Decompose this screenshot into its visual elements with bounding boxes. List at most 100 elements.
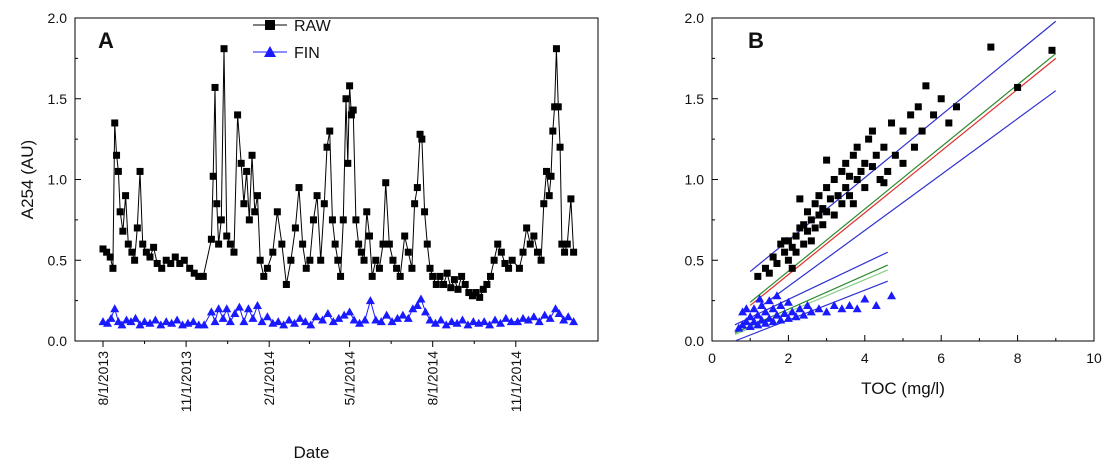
fin-point <box>131 313 141 322</box>
fin-point <box>563 312 573 321</box>
raw-point <box>547 172 555 180</box>
panel-a-plot-frame <box>74 17 599 342</box>
panel-b-x-tick-label: 8 <box>1014 350 1022 366</box>
raw-point <box>213 200 221 208</box>
panel-b-x-tick-label: 10 <box>1086 350 1102 366</box>
fin-point <box>199 320 209 329</box>
raw-point <box>472 289 480 297</box>
raw-point <box>570 248 578 256</box>
raw-point <box>561 248 569 256</box>
raw-point <box>287 256 295 264</box>
raw-scatter-point <box>804 227 811 235</box>
raw-scatter-point <box>769 253 777 261</box>
raw-scatter-point <box>765 269 773 277</box>
raw-point <box>150 243 158 251</box>
fin-point <box>425 315 435 324</box>
fin-point <box>230 309 240 318</box>
panel-a-chart: 0.0 0.5 1.0 1.5 2.0 8/1/2013 11/1/2013 2/1/2014… <box>18 10 599 462</box>
fin-point <box>306 320 316 329</box>
fin-scatter-point <box>806 307 816 316</box>
raw-point <box>122 192 130 200</box>
panel-a-x-axis-title: Date <box>294 443 330 462</box>
fin-scatter-point <box>852 304 862 313</box>
series-raw <box>99 45 578 301</box>
raw-point <box>396 272 404 280</box>
raw-point <box>237 159 245 167</box>
raw-point <box>269 248 277 256</box>
fin-point <box>334 313 344 322</box>
fin-scatter-point <box>837 304 847 313</box>
fin-point <box>328 317 338 326</box>
raw-scatter-point <box>853 176 861 183</box>
raw-point <box>109 264 117 272</box>
raw-point <box>124 240 132 248</box>
raw-point <box>223 232 231 240</box>
raw-point <box>368 272 376 280</box>
fin-point <box>126 317 136 326</box>
panel-b-y-tick-label: 0.0 <box>685 333 705 349</box>
raw-scatter-point <box>773 259 781 267</box>
raw-scatter-point <box>891 151 899 159</box>
fin-point <box>279 320 289 329</box>
raw-point <box>494 240 502 248</box>
fin-point <box>545 313 555 322</box>
panel-a-y-tick-label: 1.5 <box>48 91 68 107</box>
fin-point <box>559 315 569 324</box>
raw-scatter-point <box>868 163 876 171</box>
raw-point <box>558 240 566 248</box>
fin-point <box>430 318 440 327</box>
fin-scatter-point <box>776 315 786 324</box>
panel-b-plot-frame <box>711 17 1095 342</box>
raw-scatter-point <box>819 221 827 229</box>
fin-point <box>140 317 150 326</box>
raw-point <box>211 83 219 91</box>
raw-point <box>142 248 150 256</box>
raw-scatter-point <box>823 208 831 216</box>
raw-point <box>432 280 440 288</box>
raw-point <box>133 224 141 232</box>
raw-point <box>454 285 462 293</box>
raw-scatter-point <box>937 95 945 103</box>
raw-point <box>326 127 334 135</box>
raw-point <box>411 200 419 208</box>
raw-point <box>530 232 538 240</box>
fin-point <box>252 300 262 309</box>
raw-point <box>501 259 509 267</box>
raw-point <box>347 111 355 119</box>
raw-scatter-point <box>945 119 953 127</box>
raw-point <box>295 184 303 192</box>
raw-scatter-point <box>914 103 922 111</box>
raw-point <box>375 264 383 272</box>
fin-point <box>540 310 550 319</box>
fin-scatter-point <box>776 300 786 309</box>
raw-scatter-point <box>807 216 815 224</box>
raw-point <box>113 151 121 159</box>
raw-scatter-point <box>826 195 834 203</box>
fin-scatter-point <box>871 300 881 309</box>
raw-point <box>523 224 531 232</box>
raw-scatter-point <box>899 127 907 135</box>
raw-point <box>209 172 217 180</box>
raw-point <box>251 208 259 216</box>
fin-point <box>416 294 426 303</box>
fin-point <box>248 313 258 322</box>
raw-scatter-point <box>884 167 892 175</box>
fit-line <box>734 251 888 326</box>
raw-scatter-point <box>849 200 857 208</box>
panel-b-x-tick-label: 4 <box>861 350 869 366</box>
panel-b-y-tick-label: 0.5 <box>685 252 705 268</box>
raw-scatter-point <box>811 224 819 232</box>
raw-scatter-point <box>800 240 808 248</box>
raw-point <box>186 264 194 272</box>
raw-point <box>372 256 380 264</box>
fin-point <box>513 317 523 326</box>
fin-point <box>420 307 430 316</box>
raw-scatter-point <box>853 143 861 151</box>
fin-scatter-point <box>749 304 759 313</box>
raw-point <box>313 192 321 200</box>
raw-point <box>363 208 371 216</box>
raw-scatter-point <box>815 211 823 219</box>
raw-point <box>331 240 339 248</box>
fin-scatter-point <box>753 310 763 319</box>
fin-point <box>206 307 216 316</box>
